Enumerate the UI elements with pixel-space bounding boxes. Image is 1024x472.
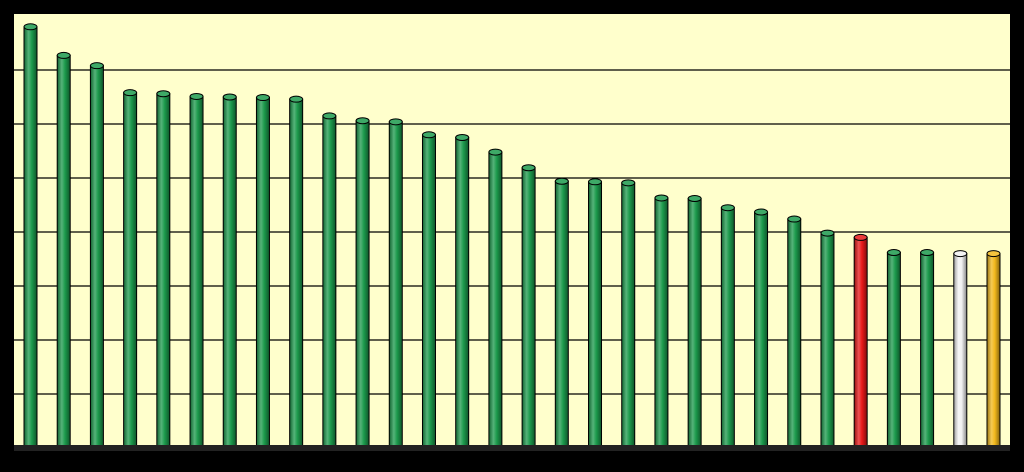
bar-body bbox=[720, 207, 735, 449]
bar-cap bbox=[123, 89, 138, 97]
bar-body bbox=[754, 211, 769, 449]
bar bbox=[355, 117, 370, 449]
bar-body bbox=[488, 151, 503, 449]
x-axis-baseline bbox=[14, 445, 1010, 451]
bar bbox=[255, 94, 270, 449]
bar-body bbox=[787, 218, 802, 449]
bar-body bbox=[355, 120, 370, 449]
bar bbox=[488, 148, 503, 449]
bar-body bbox=[654, 197, 669, 449]
bar-body bbox=[986, 253, 1001, 449]
bar-cap bbox=[654, 194, 669, 202]
bar-cap bbox=[986, 250, 1001, 258]
bar bbox=[953, 250, 968, 449]
bar-body bbox=[886, 252, 901, 449]
bar bbox=[787, 215, 802, 449]
bar bbox=[588, 178, 603, 449]
bar-body bbox=[687, 198, 702, 449]
bar bbox=[621, 179, 636, 449]
bar bbox=[123, 89, 138, 449]
gridlines bbox=[14, 69, 1010, 395]
bar-body bbox=[621, 182, 636, 449]
bar-cap bbox=[920, 249, 935, 257]
bar bbox=[156, 90, 171, 449]
bar bbox=[421, 131, 436, 449]
bar-body bbox=[820, 232, 835, 449]
bar bbox=[388, 118, 403, 449]
bar bbox=[720, 204, 735, 449]
bar bbox=[189, 92, 204, 449]
bar bbox=[322, 112, 337, 449]
bar bbox=[554, 177, 569, 449]
bar-cap bbox=[355, 117, 370, 125]
bar-cap bbox=[488, 148, 503, 156]
bar-body bbox=[853, 236, 868, 449]
bar bbox=[687, 195, 702, 449]
bar-body bbox=[255, 97, 270, 449]
bar-body bbox=[189, 95, 204, 449]
bar-body bbox=[588, 181, 603, 449]
bar bbox=[853, 233, 868, 449]
bar bbox=[654, 194, 669, 449]
bar-body bbox=[388, 121, 403, 449]
bar-cap bbox=[89, 62, 104, 70]
bar-body bbox=[289, 98, 304, 449]
bar-cap bbox=[687, 195, 702, 203]
bar-body bbox=[920, 252, 935, 449]
bar-body bbox=[554, 180, 569, 449]
bar-cap bbox=[23, 23, 38, 31]
bar-body bbox=[322, 115, 337, 449]
bar-cap bbox=[787, 215, 802, 223]
bar-cap bbox=[521, 164, 536, 172]
bar-cap bbox=[56, 51, 71, 59]
bar bbox=[222, 93, 237, 449]
bar-cap bbox=[720, 204, 735, 212]
bar bbox=[56, 51, 71, 449]
bar-cap bbox=[189, 92, 204, 100]
bar-cap bbox=[953, 250, 968, 258]
bar bbox=[521, 164, 536, 449]
bar bbox=[289, 95, 304, 449]
bar-body bbox=[222, 96, 237, 449]
bar bbox=[455, 134, 470, 449]
bar-body bbox=[156, 93, 171, 449]
bar-cap bbox=[222, 93, 237, 101]
bar-cap bbox=[455, 134, 470, 141]
bar-cap bbox=[621, 179, 636, 187]
bar-body bbox=[123, 92, 138, 449]
bar-cap bbox=[322, 112, 337, 120]
bar-body bbox=[521, 167, 536, 449]
bar bbox=[886, 249, 901, 449]
bar-cap bbox=[421, 131, 436, 139]
bar-cap bbox=[554, 177, 569, 185]
bar-cap bbox=[820, 229, 835, 237]
bar-body bbox=[455, 137, 470, 449]
bar-cap bbox=[289, 95, 304, 103]
bar-body bbox=[421, 134, 436, 449]
bar bbox=[23, 23, 38, 449]
bar-cap bbox=[156, 90, 171, 98]
bar-cap bbox=[255, 94, 270, 102]
bar-body bbox=[23, 26, 38, 449]
bar-cap bbox=[588, 178, 603, 186]
bar-cap bbox=[886, 249, 901, 257]
bar bbox=[89, 62, 104, 449]
bar bbox=[820, 229, 835, 449]
bar-cap bbox=[388, 118, 403, 126]
bar bbox=[986, 250, 1001, 449]
bar-cap bbox=[853, 233, 868, 241]
bar bbox=[920, 249, 935, 449]
bar-body bbox=[953, 253, 968, 449]
bar-body bbox=[89, 65, 104, 449]
bar bbox=[754, 208, 769, 449]
bar-cap bbox=[754, 208, 769, 216]
bar-body bbox=[56, 54, 71, 449]
